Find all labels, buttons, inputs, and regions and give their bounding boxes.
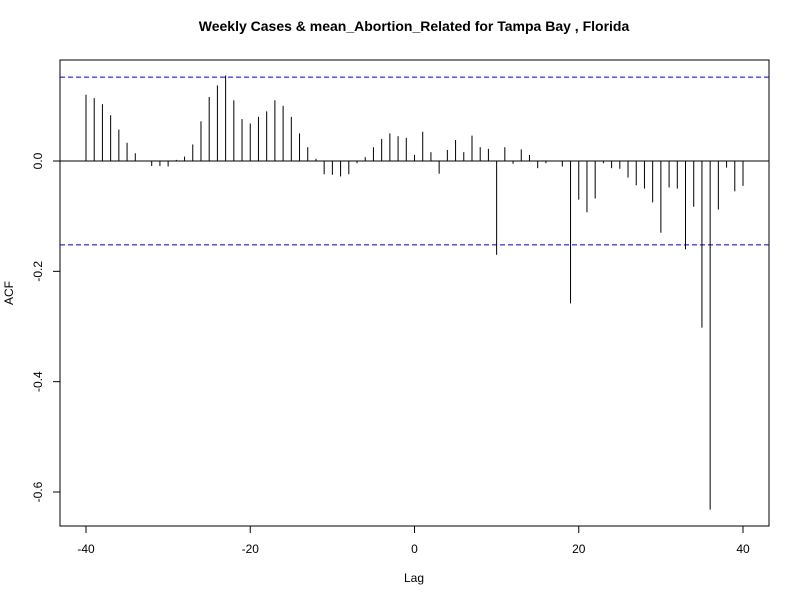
x-tick-label: -40: [77, 542, 95, 556]
y-tick-label: -0.2: [31, 261, 45, 282]
x-axis-label: Lag: [404, 571, 424, 585]
x-axis: -40 -20 0 20 40: [77, 526, 750, 556]
acf-bars: [85, 75, 744, 510]
chart-title: Weekly Cases & mean_Abortion_Related for…: [199, 18, 630, 34]
confidence-bounds: [60, 76, 769, 246]
plot-frame: [59, 59, 770, 527]
x-tick-label: 0: [411, 542, 418, 556]
x-tick-label: 40: [736, 542, 750, 556]
y-tick-label: -0.6: [31, 481, 45, 502]
y-axis-label: ACF: [2, 281, 16, 305]
x-tick-label: -20: [242, 542, 260, 556]
y-axis: 0.0 -0.2 -0.4 -0.6: [31, 152, 60, 502]
y-tick-label: -0.4: [31, 371, 45, 392]
y-tick-label: 0.0: [31, 152, 45, 169]
x-tick-label: 20: [572, 542, 586, 556]
